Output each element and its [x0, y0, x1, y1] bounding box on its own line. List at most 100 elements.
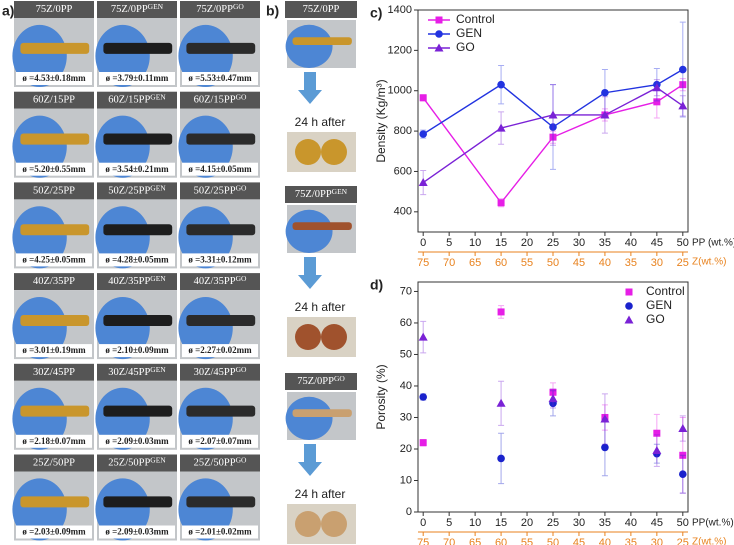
sample-rod	[103, 405, 173, 417]
label-sup: GEN	[150, 92, 166, 101]
marker	[625, 302, 633, 310]
label-sup: GEN	[150, 274, 166, 283]
marker	[435, 16, 443, 24]
sample-label: 75Z/0PPGO	[196, 2, 244, 16]
sample-rod	[292, 409, 352, 417]
y-tick-label: 1200	[388, 44, 412, 56]
x-tick-label: 25	[547, 517, 559, 529]
size-box	[99, 344, 175, 358]
sample-rod	[186, 133, 256, 145]
x2-tick-label: 75	[417, 537, 429, 545]
legend-label: GEN	[646, 298, 672, 312]
glove	[95, 24, 150, 87]
label-sup: GO	[236, 274, 247, 283]
arrow	[298, 444, 322, 476]
label-text: 30Z/45PP	[33, 367, 75, 378]
sample-label: 40Z/35PP	[33, 277, 75, 288]
sample-rod	[186, 314, 256, 326]
x2-tick-label: 60	[495, 537, 507, 545]
label-text: 60Z/15PP	[33, 95, 75, 106]
after-text: 24 h after	[295, 300, 346, 314]
sample-rod	[186, 405, 256, 417]
size-text: ø =2.27±0.02mm	[188, 345, 252, 355]
label-sup: GEN	[150, 183, 166, 192]
glove	[12, 478, 67, 541]
marker	[549, 133, 557, 141]
marker	[601, 88, 609, 97]
x-tick-label: 40	[625, 237, 637, 249]
glove	[178, 24, 233, 87]
sample-label: 30Z/45PPGO	[194, 365, 247, 379]
sample-label: 75Z/0PPGO	[297, 374, 345, 388]
sample-label: 30Z/45PP	[33, 367, 75, 378]
sample-label: 25Z/50PPGEN	[108, 455, 166, 469]
marker	[678, 101, 688, 110]
marker	[600, 414, 610, 423]
sample-label: 40Z/35PPGO	[194, 274, 247, 288]
size-text: ø =4.28±0.05mm	[105, 254, 169, 264]
label-text: 60Z/15PP	[194, 95, 236, 106]
x2-tick-label: 30	[651, 537, 663, 545]
y-tick-label: 20	[400, 443, 412, 455]
label-text: 50Z/25PP	[108, 186, 150, 197]
x-tick-label: 5	[446, 237, 452, 249]
series-line	[422, 86, 684, 184]
sample-end	[321, 324, 347, 350]
size-text: ø =4.15±0.05mm	[188, 164, 252, 174]
sample-rod	[103, 496, 173, 508]
size-box	[182, 344, 258, 358]
y-tick-label: 0	[406, 506, 412, 518]
sample-rod	[186, 224, 256, 236]
y-tick-label: 1400	[388, 4, 412, 16]
label-sup: GEN	[150, 455, 166, 464]
label-text: 50Z/25PP	[194, 186, 236, 197]
marker	[548, 110, 558, 119]
glove	[95, 478, 150, 541]
sample-label: 50Z/25PPGO	[194, 183, 247, 197]
size-box	[16, 72, 92, 85]
marker	[496, 398, 506, 407]
panel-label: a)	[2, 3, 14, 19]
sample-rod	[292, 37, 352, 45]
x-tick-label: 45	[651, 517, 663, 529]
x2-tick-label: 40	[599, 537, 611, 545]
x2-tick-label: 70	[443, 257, 455, 269]
x-tick-label: 40	[625, 517, 637, 529]
series-line	[422, 84, 684, 204]
x2-tick-label: 35	[625, 257, 637, 269]
sample-end	[321, 511, 347, 537]
size-box	[182, 525, 258, 539]
label-bar	[180, 1, 260, 18]
glove	[178, 297, 233, 360]
size-text: ø =2.18±0.07mm	[22, 436, 86, 446]
x2-axis-title: Z(wt.%)	[692, 257, 726, 268]
sample-rod	[103, 224, 173, 236]
sample-label: 50Z/25PPGEN	[108, 183, 166, 197]
marker	[548, 394, 558, 403]
size-box	[16, 434, 92, 448]
label-text: 75Z/0PP	[36, 4, 73, 15]
sample-label: 60Z/15PPGEN	[108, 92, 166, 106]
arrow	[298, 72, 322, 104]
label-bar	[180, 273, 260, 291]
label-sup: GEN	[148, 2, 164, 11]
label-sup: GO	[334, 374, 345, 383]
legend-label: GO	[456, 40, 475, 54]
label-bar	[97, 273, 177, 291]
glove	[12, 297, 67, 360]
sample-rod	[20, 496, 90, 508]
size-text: ø =5.20±0.55mm	[22, 164, 86, 174]
y-tick-label: 30	[400, 411, 412, 423]
x-tick-label: 15	[495, 237, 507, 249]
label-sup: GEN	[150, 365, 166, 374]
x-tick-label: 0	[420, 237, 426, 249]
x2-tick-label: 25	[677, 537, 689, 545]
marker	[419, 130, 427, 138]
size-box	[182, 434, 258, 448]
sample-rod	[292, 222, 352, 230]
label-bar	[14, 1, 94, 18]
after-text: 24 h after	[295, 115, 346, 129]
y-axis-title: Porosity (%)	[374, 364, 388, 429]
sample-label: 40Z/35PPGEN	[108, 274, 166, 288]
marker	[435, 30, 443, 38]
